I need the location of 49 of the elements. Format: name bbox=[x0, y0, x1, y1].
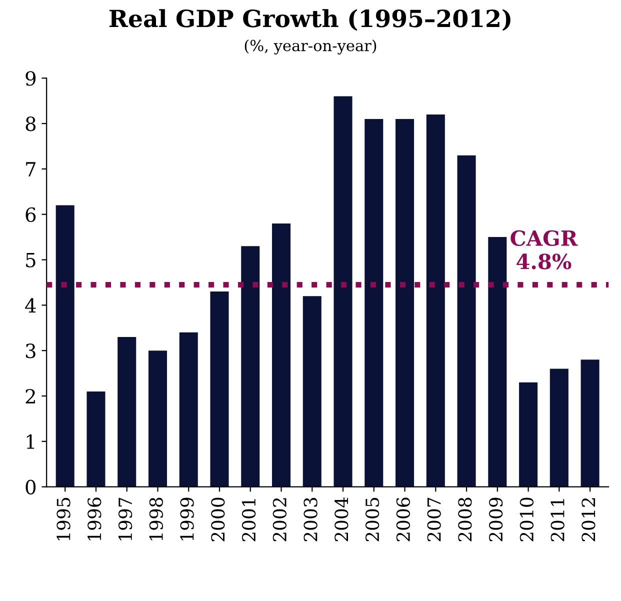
bar bbox=[56, 205, 74, 487]
y-tick-label: 1 bbox=[26, 434, 34, 449]
bar bbox=[118, 336, 136, 487]
chart-subtitle: (%, year-on-year) bbox=[244, 39, 376, 54]
bar bbox=[457, 155, 476, 487]
x-tick-label: 1999 bbox=[180, 498, 194, 540]
y-tick-label: 2 bbox=[26, 388, 35, 404]
x-tick-label: 1998 bbox=[149, 498, 163, 540]
x-tick-label: 1995 bbox=[56, 498, 70, 540]
chart-title: Real GDP Growth (1995–2012) bbox=[109, 9, 510, 31]
x-tick-label: 2002 bbox=[272, 498, 286, 542]
bar bbox=[519, 382, 538, 487]
bar bbox=[580, 360, 600, 487]
bar bbox=[302, 296, 322, 487]
y-tick-label: 8 bbox=[26, 116, 36, 132]
x-tick-label: 2009 bbox=[488, 498, 503, 542]
bar bbox=[364, 119, 384, 487]
ref-line-label: CAGR 4.8% bbox=[510, 230, 578, 270]
bar bbox=[148, 350, 168, 487]
bar bbox=[334, 96, 352, 487]
bar bbox=[396, 119, 414, 487]
bar bbox=[241, 246, 260, 487]
y-tick-label: 0 bbox=[26, 480, 36, 494]
x-tick-label: 2004 bbox=[334, 497, 348, 542]
x-tick-label: 2010 bbox=[520, 498, 534, 542]
bar bbox=[86, 391, 106, 487]
x-tick-label: 2011 bbox=[550, 499, 564, 542]
x-tick-label: 2003 bbox=[304, 498, 318, 542]
bar bbox=[488, 237, 507, 487]
x-tick-label: 1996 bbox=[88, 498, 102, 540]
y-tick-label: 6 bbox=[26, 207, 36, 222]
bar bbox=[550, 368, 568, 487]
x-tick-label: 2005 bbox=[365, 498, 380, 542]
x-tick-label: 1997 bbox=[118, 498, 132, 540]
bar bbox=[426, 114, 445, 487]
x-tick-label: 2007 bbox=[427, 498, 441, 542]
bar bbox=[179, 332, 198, 487]
x-tick-label: 2012 bbox=[582, 498, 596, 542]
y-tick-label: 5 bbox=[26, 252, 36, 268]
y-tick-label: 3 bbox=[26, 344, 36, 358]
x-tick-label: 2006 bbox=[396, 498, 410, 542]
y-tick-label: 4 bbox=[25, 298, 36, 313]
bar bbox=[272, 223, 291, 487]
x-tick-label: 2008 bbox=[458, 498, 472, 542]
bar bbox=[210, 292, 229, 487]
x-tick-label: 2001 bbox=[242, 499, 256, 542]
y-tick-label: 9 bbox=[26, 71, 36, 86]
y-tick-label: 7 bbox=[26, 162, 36, 176]
x-tick-label: 2000 bbox=[211, 498, 225, 542]
